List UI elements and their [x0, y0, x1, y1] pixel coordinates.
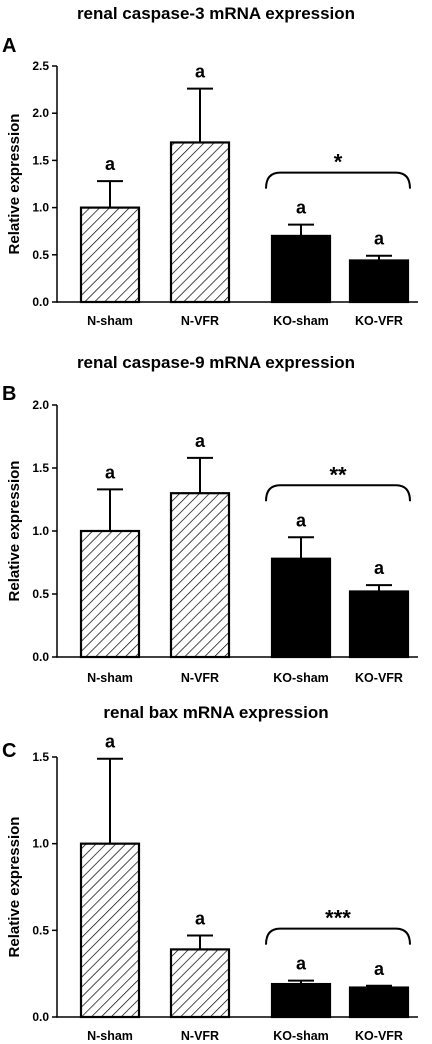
bar-ko-sham [270, 982, 332, 1019]
panel-letter: C [2, 740, 16, 762]
category-label: KO-sham [273, 314, 329, 328]
category-label: KO-sham [273, 1029, 329, 1043]
bracket-label: ** [329, 462, 347, 487]
significance-bracket [265, 484, 411, 502]
significance-label: a [296, 954, 307, 974]
chart-panel-a: renal caspase-3 mRNA expression A Relative… [0, 0, 432, 330]
bracket-label: * [334, 150, 343, 175]
significance-label: a [296, 198, 307, 218]
bar-n-vfr [169, 141, 231, 304]
significance-label: a [105, 154, 116, 174]
y-tick-label: 2.0 [32, 398, 49, 412]
y-tick-label: 0.5 [32, 587, 49, 601]
bar-n-vfr [169, 492, 231, 659]
y-tick-label: 1.0 [32, 201, 49, 215]
significance-label: a [374, 959, 385, 979]
panel-letter: B [2, 383, 16, 405]
y-tick-label: 0.0 [32, 1010, 49, 1024]
y-tick-label: 0.5 [32, 248, 49, 262]
y-tick-label: 2.5 [32, 59, 49, 73]
y-axis-label: Relative expression [6, 114, 23, 255]
chart-panel-b: renal caspase-9 mRNA expression B Relative… [0, 346, 432, 691]
bar-ko-vfr [348, 590, 410, 659]
chart-b-svg: renal caspase-9 mRNA expression B Relative… [2, 353, 418, 685]
y-tick-label: 1.0 [32, 837, 49, 851]
significance-bracket [265, 171, 411, 189]
category-label: KO-VFR [355, 671, 403, 685]
category-label: N-VFR [181, 1029, 219, 1043]
bar-ko-sham [270, 557, 332, 659]
y-axis-label: Relative expression [6, 817, 23, 958]
significance-label: a [195, 431, 206, 451]
bar-n-sham [79, 529, 141, 659]
bar-ko-sham [270, 234, 332, 304]
bar-n-sham [79, 206, 141, 304]
category-label: N-VFR [181, 671, 219, 685]
category-label: KO-VFR [355, 1029, 403, 1043]
y-tick-label: 0.0 [32, 650, 49, 664]
y-tick-label: 1.5 [32, 750, 49, 764]
chart-c-svg: renal bax mRNA expression C Relative expre… [2, 703, 418, 1043]
significance-label: a [195, 909, 206, 929]
significance-label: a [105, 732, 116, 752]
category-label: N-sham [87, 671, 133, 685]
category-label: KO-VFR [355, 314, 403, 328]
y-tick-label: 1.5 [32, 461, 49, 475]
category-label: KO-sham [273, 671, 329, 685]
chart-a-svg: renal caspase-3 mRNA expression A Relative… [2, 4, 418, 328]
significance-label: a [195, 62, 206, 82]
y-tick-label: 0.0 [32, 295, 49, 309]
bar-n-sham [79, 842, 141, 1019]
chart-title: renal caspase-9 mRNA expression [77, 353, 355, 372]
significance-bracket [265, 927, 411, 945]
y-axis-label: Relative expression [6, 461, 23, 602]
significance-label: a [374, 229, 385, 249]
significance-label: a [105, 462, 116, 482]
y-tick-label: 1.5 [32, 153, 49, 167]
significance-label: a [296, 510, 307, 530]
bar-ko-vfr [348, 259, 410, 304]
category-label: N-VFR [181, 314, 219, 328]
bar-n-vfr [169, 948, 231, 1019]
chart-title: renal caspase-3 mRNA expression [77, 4, 355, 23]
significance-label: a [374, 558, 385, 578]
chart-panel-c: renal bax mRNA expression C Relative expre… [0, 692, 432, 1044]
category-label: N-sham [87, 314, 133, 328]
category-label: N-sham [87, 1029, 133, 1043]
y-tick-label: 0.5 [32, 923, 49, 937]
panel-letter: A [2, 35, 16, 57]
bar-ko-vfr [348, 986, 410, 1019]
bracket-label: *** [325, 906, 351, 931]
chart-title: renal bax mRNA expression [103, 703, 328, 722]
y-tick-label: 2.0 [32, 106, 49, 120]
y-tick-label: 1.0 [32, 524, 49, 538]
